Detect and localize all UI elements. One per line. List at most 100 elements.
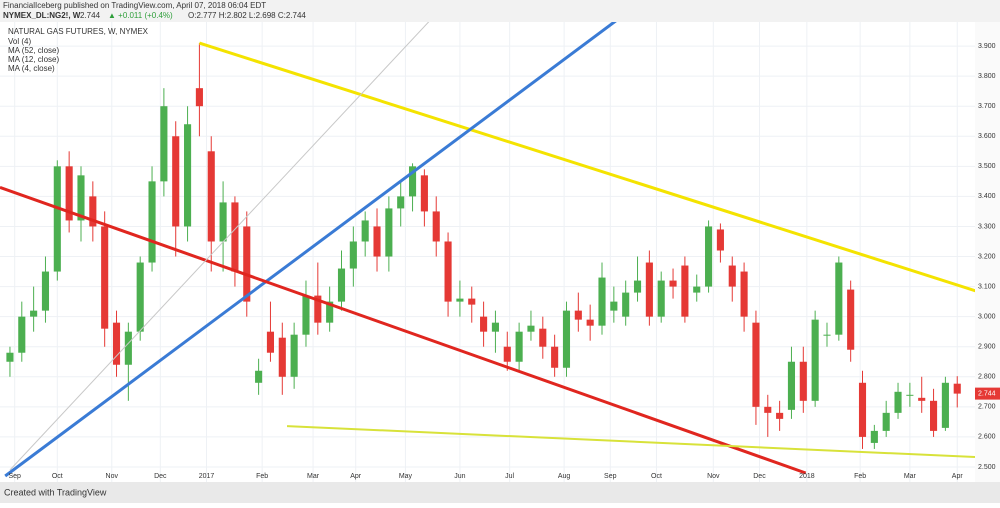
candle-body bbox=[539, 328, 547, 347]
x-tick-label: 2017 bbox=[199, 473, 215, 480]
trendline bbox=[286, 425, 975, 459]
candle-body bbox=[870, 430, 878, 443]
candle-body bbox=[930, 400, 938, 431]
y-tick-label: 2.600 bbox=[978, 434, 996, 441]
candle-body bbox=[669, 280, 677, 287]
y-tick-label: 3.100 bbox=[978, 283, 996, 290]
y-tick-label: 2.800 bbox=[978, 374, 996, 381]
candle-body bbox=[373, 226, 381, 257]
candle-body bbox=[255, 370, 263, 383]
candle-body bbox=[787, 361, 796, 410]
candle-body bbox=[456, 298, 464, 302]
candle-body bbox=[562, 310, 571, 368]
candle-body bbox=[835, 262, 843, 335]
legend-item: MA (12, close) bbox=[8, 55, 59, 64]
y-tick-label: 3.400 bbox=[978, 193, 996, 200]
candle-body bbox=[503, 346, 511, 362]
candle-body bbox=[633, 280, 642, 293]
candle-body bbox=[77, 175, 85, 221]
candle-body bbox=[337, 268, 346, 302]
candle-body bbox=[136, 262, 144, 332]
candle-body bbox=[41, 271, 50, 311]
last-price-tag bbox=[975, 387, 1000, 400]
y-tick-label: 3.200 bbox=[978, 253, 996, 260]
candle-body bbox=[278, 337, 286, 377]
y-tick-label: 3.500 bbox=[978, 163, 996, 170]
candle-body bbox=[6, 352, 14, 362]
candle-body bbox=[906, 394, 914, 396]
x-tick-label: Oct bbox=[52, 473, 63, 480]
y-tick-label: 3.000 bbox=[978, 313, 996, 320]
y-tick-label: 3.300 bbox=[978, 223, 996, 230]
footer: Created with TradingView bbox=[4, 487, 107, 497]
x-tick-label: Nov bbox=[707, 473, 720, 480]
candle-body bbox=[302, 295, 310, 335]
candle-body bbox=[243, 226, 251, 302]
candle-body bbox=[53, 166, 61, 272]
candle-body bbox=[574, 310, 582, 320]
candle-body bbox=[776, 412, 784, 419]
x-tick-label: Apr bbox=[350, 473, 362, 480]
change: ▲ +0.011 (+0.4%) bbox=[108, 11, 173, 20]
legend-item: MA (52, close) bbox=[8, 46, 59, 55]
candle-body bbox=[184, 124, 192, 227]
candle-body bbox=[823, 334, 831, 336]
trendline bbox=[198, 41, 975, 293]
x-tick-label: Feb bbox=[854, 473, 866, 480]
y-tick-label: 2.500 bbox=[978, 464, 996, 471]
candle-body bbox=[918, 397, 926, 401]
x-tick-label: Mar bbox=[307, 473, 320, 480]
candle-body bbox=[65, 166, 73, 221]
candle-body bbox=[314, 295, 322, 323]
x-tick-label: Feb bbox=[256, 473, 268, 480]
candle-body bbox=[953, 383, 961, 394]
candle-body bbox=[716, 229, 724, 251]
legend-item: Vol (4) bbox=[8, 37, 31, 46]
candle-body bbox=[207, 151, 215, 242]
y-tick-label: 2.900 bbox=[978, 344, 996, 351]
x-tick-label: 2018 bbox=[799, 473, 815, 480]
candle-body bbox=[858, 382, 867, 437]
x-tick-label: Oct bbox=[651, 473, 662, 480]
x-tick-label: Sep bbox=[8, 473, 21, 480]
candle-body bbox=[18, 316, 26, 353]
candle-body bbox=[219, 202, 227, 242]
trendline bbox=[9, 22, 430, 471]
last-price: 2.744 bbox=[80, 11, 101, 20]
y-tick-label: 3.900 bbox=[978, 43, 996, 50]
candle-body bbox=[764, 406, 772, 413]
chart-title: NATURAL GAS FUTURES, W, NYMEX bbox=[8, 27, 149, 36]
candle-body bbox=[882, 412, 890, 431]
candle-body bbox=[172, 136, 180, 227]
candle-body bbox=[89, 196, 97, 227]
y-tick-label: 3.600 bbox=[978, 133, 996, 140]
candle-body bbox=[622, 292, 630, 317]
candle-body bbox=[30, 310, 38, 317]
candle-body bbox=[645, 262, 653, 317]
trendline bbox=[4, 22, 617, 478]
x-tick-label: Dec bbox=[753, 473, 766, 480]
candle-body bbox=[266, 331, 275, 353]
x-tick-label: May bbox=[399, 473, 413, 480]
candle-body bbox=[160, 106, 168, 182]
candle-body bbox=[657, 280, 665, 317]
candle-body bbox=[551, 346, 559, 368]
candle-body bbox=[112, 322, 121, 365]
price-axis bbox=[975, 22, 1000, 482]
footer-bg bbox=[0, 482, 1000, 503]
candle-body bbox=[195, 88, 203, 107]
candle-body bbox=[385, 208, 393, 257]
candle-body bbox=[586, 319, 594, 326]
x-tick-label: Dec bbox=[154, 473, 167, 480]
last-price-label: 2.744 bbox=[978, 390, 996, 397]
x-tick-label: Apr bbox=[952, 473, 964, 480]
x-tick-label: Jun bbox=[454, 473, 465, 480]
candle-body bbox=[480, 316, 488, 332]
x-tick-label: Nov bbox=[106, 473, 119, 480]
candle-body bbox=[894, 391, 902, 413]
candle-body bbox=[290, 334, 298, 377]
candle-body bbox=[397, 196, 405, 209]
y-tick-label: 3.700 bbox=[978, 103, 996, 110]
